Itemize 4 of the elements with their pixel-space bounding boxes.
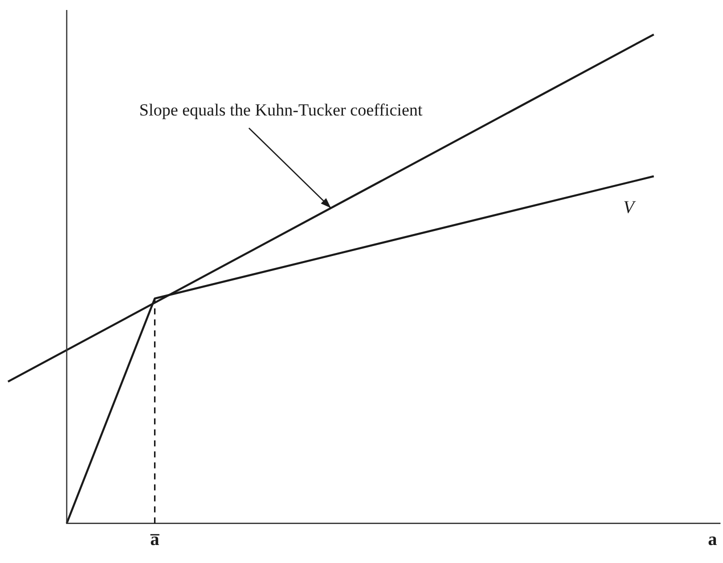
x-tick-label: a̅: [150, 528, 160, 549]
x-tick-label: a: [708, 528, 717, 549]
annotation: Slope equals the Kuhn-Tucker coefficient: [139, 100, 423, 120]
series-label: V: [623, 196, 636, 217]
